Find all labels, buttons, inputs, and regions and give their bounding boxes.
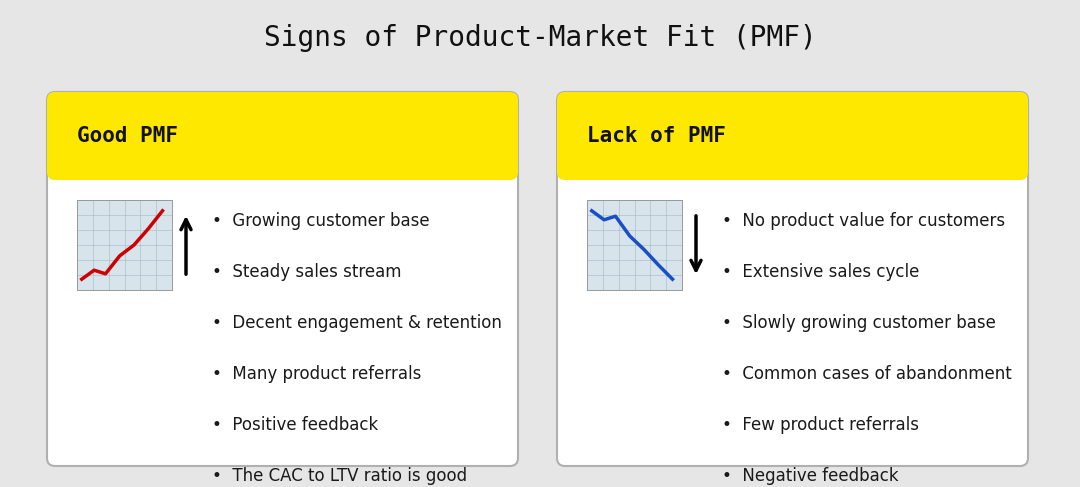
Text: •  Growing customer base: • Growing customer base xyxy=(212,212,430,230)
Text: Signs of Product-Market Fit (PMF): Signs of Product-Market Fit (PMF) xyxy=(264,24,816,52)
Text: •  Positive feedback: • Positive feedback xyxy=(212,416,378,434)
FancyBboxPatch shape xyxy=(557,92,1028,466)
Text: •  Slowly growing customer base: • Slowly growing customer base xyxy=(723,314,996,332)
FancyBboxPatch shape xyxy=(48,92,518,466)
Bar xyxy=(565,136,1020,174)
FancyBboxPatch shape xyxy=(557,92,1028,180)
Text: •  Steady sales stream: • Steady sales stream xyxy=(212,263,402,281)
Bar xyxy=(55,136,510,174)
Text: •  Extensive sales cycle: • Extensive sales cycle xyxy=(723,263,919,281)
Text: Good PMF: Good PMF xyxy=(77,126,178,146)
Text: •  Negative feedback: • Negative feedback xyxy=(723,467,899,485)
Text: •  No product value for customers: • No product value for customers xyxy=(723,212,1005,230)
FancyBboxPatch shape xyxy=(48,92,518,180)
Text: •  Decent engagement & retention: • Decent engagement & retention xyxy=(212,314,502,332)
Text: •  The CAC to LTV ratio is good: • The CAC to LTV ratio is good xyxy=(212,467,468,485)
Text: Lack of PMF: Lack of PMF xyxy=(588,126,726,146)
Text: •  Few product referrals: • Few product referrals xyxy=(723,416,919,434)
Text: •  Common cases of abandonment: • Common cases of abandonment xyxy=(723,365,1012,383)
Text: •  Many product referrals: • Many product referrals xyxy=(212,365,421,383)
